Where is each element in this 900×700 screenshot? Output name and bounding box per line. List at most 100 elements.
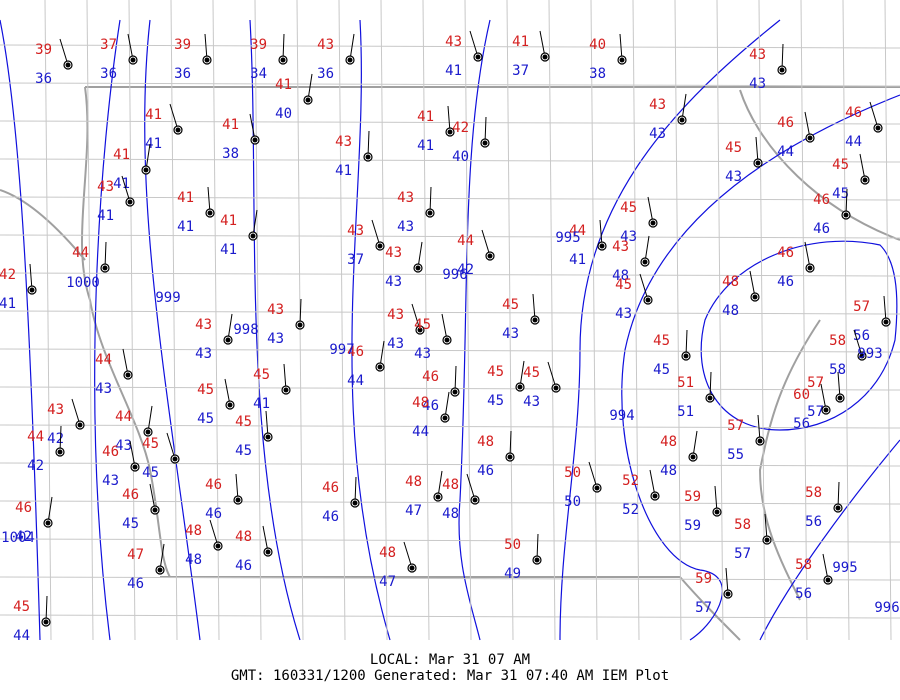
county-line — [0, 614, 900, 619]
temperature: 45 — [832, 157, 849, 173]
county-line — [758, 0, 766, 641]
station: 57 57 — [807, 371, 845, 420]
sky-cover — [127, 199, 133, 205]
sky-cover — [683, 353, 689, 359]
sky-cover — [725, 591, 731, 597]
county-line — [422, 0, 430, 641]
dewpoint: 41 — [569, 252, 586, 268]
temperature: 43 — [397, 190, 414, 206]
isobar — [0, 19, 41, 641]
county-line — [0, 158, 900, 163]
dewpoint: 41 — [445, 63, 462, 79]
dewpoint: 42 — [15, 529, 32, 545]
footer-gmt: GMT: 160331/1200 Generated: Mar 31 07:40… — [231, 668, 669, 684]
station: 41 41 — [113, 143, 151, 192]
sky-cover — [175, 127, 181, 133]
dewpoint: 46 — [235, 558, 252, 574]
dewpoint: 43 — [95, 381, 112, 397]
county-line — [128, 0, 136, 641]
temperature: 48 — [185, 523, 202, 539]
temperature: 44 — [72, 245, 89, 261]
dewpoint: 42 — [27, 458, 44, 474]
county-line — [338, 0, 346, 641]
sky-cover — [534, 557, 540, 563]
dewpoint: 42 — [47, 431, 64, 447]
temperature: 57 — [853, 299, 870, 315]
sky-cover — [427, 210, 433, 216]
temperature: 40 — [589, 37, 606, 53]
dewpoint: 57 — [695, 600, 712, 616]
sky-cover — [347, 57, 353, 63]
temperature: 46 — [15, 500, 32, 516]
dewpoint: 44 — [13, 628, 30, 644]
station: 42 40 — [452, 116, 490, 165]
station: 60 56 — [793, 383, 831, 432]
temperature: 51 — [677, 375, 694, 391]
sky-cover — [472, 497, 478, 503]
state-border — [0, 86, 900, 641]
sky-cover — [207, 210, 213, 216]
sky-cover — [553, 385, 559, 391]
sky-cover — [507, 454, 513, 460]
sky-cover — [43, 619, 49, 625]
station: 47 46 — [127, 543, 165, 592]
station: 43 42 — [47, 398, 85, 447]
dewpoint: 56 — [795, 586, 812, 602]
station: 48 48 — [442, 473, 480, 522]
station: 41 41 — [145, 103, 183, 152]
dewpoint: 46 — [422, 398, 439, 414]
dewpoint: 43 — [267, 331, 284, 347]
temperature: 45 — [487, 364, 504, 380]
county-line — [0, 348, 900, 353]
sky-cover — [125, 372, 131, 378]
station: 44 43 — [115, 405, 153, 454]
temperature: 58 — [829, 333, 846, 349]
station: 58 56 — [795, 553, 833, 602]
dewpoint: 45 — [832, 186, 849, 202]
station: 41 37 — [512, 30, 550, 79]
county-line — [86, 0, 94, 641]
temperature: 46 — [777, 115, 794, 131]
station: 40 38 — [589, 33, 627, 82]
county-line — [0, 234, 900, 239]
station: 43 43 — [387, 303, 425, 352]
temperature: 48 — [379, 545, 396, 561]
temperature: 46 — [322, 480, 339, 496]
dewpoint: 45 — [653, 362, 670, 378]
dewpoint: 44 — [412, 424, 429, 440]
sky-cover — [645, 297, 651, 303]
station: 45 45 — [832, 153, 870, 202]
temperature: 48 — [235, 529, 252, 545]
isobar-label: 1000 — [66, 275, 100, 291]
station: 39 34 — [250, 33, 288, 82]
county-line — [842, 0, 850, 641]
temperature: 39 — [35, 42, 52, 58]
sky-cover — [145, 429, 151, 435]
county-line — [212, 0, 220, 641]
temperature: 43 — [195, 317, 212, 333]
station: 43 41 — [335, 130, 373, 179]
station: 45 43 — [615, 273, 653, 322]
station: 44 — [72, 241, 110, 273]
county-line — [0, 120, 900, 125]
isobar — [144, 19, 201, 641]
station: 41 38 — [222, 113, 260, 162]
dewpoint: 57 — [807, 404, 824, 420]
sky-cover — [825, 577, 831, 583]
dewpoint: 48 — [185, 552, 202, 568]
sky-cover — [875, 125, 881, 131]
county-line — [0, 424, 900, 429]
sky-cover — [152, 507, 158, 513]
station: 48 44 — [412, 391, 450, 440]
dewpoint: 46 — [777, 274, 794, 290]
isobar-label: 999 — [155, 290, 180, 306]
isobar — [559, 19, 781, 641]
dewpoint: 47 — [405, 503, 422, 519]
temperature: 45 — [620, 200, 637, 216]
temperature: 45 — [414, 317, 431, 333]
